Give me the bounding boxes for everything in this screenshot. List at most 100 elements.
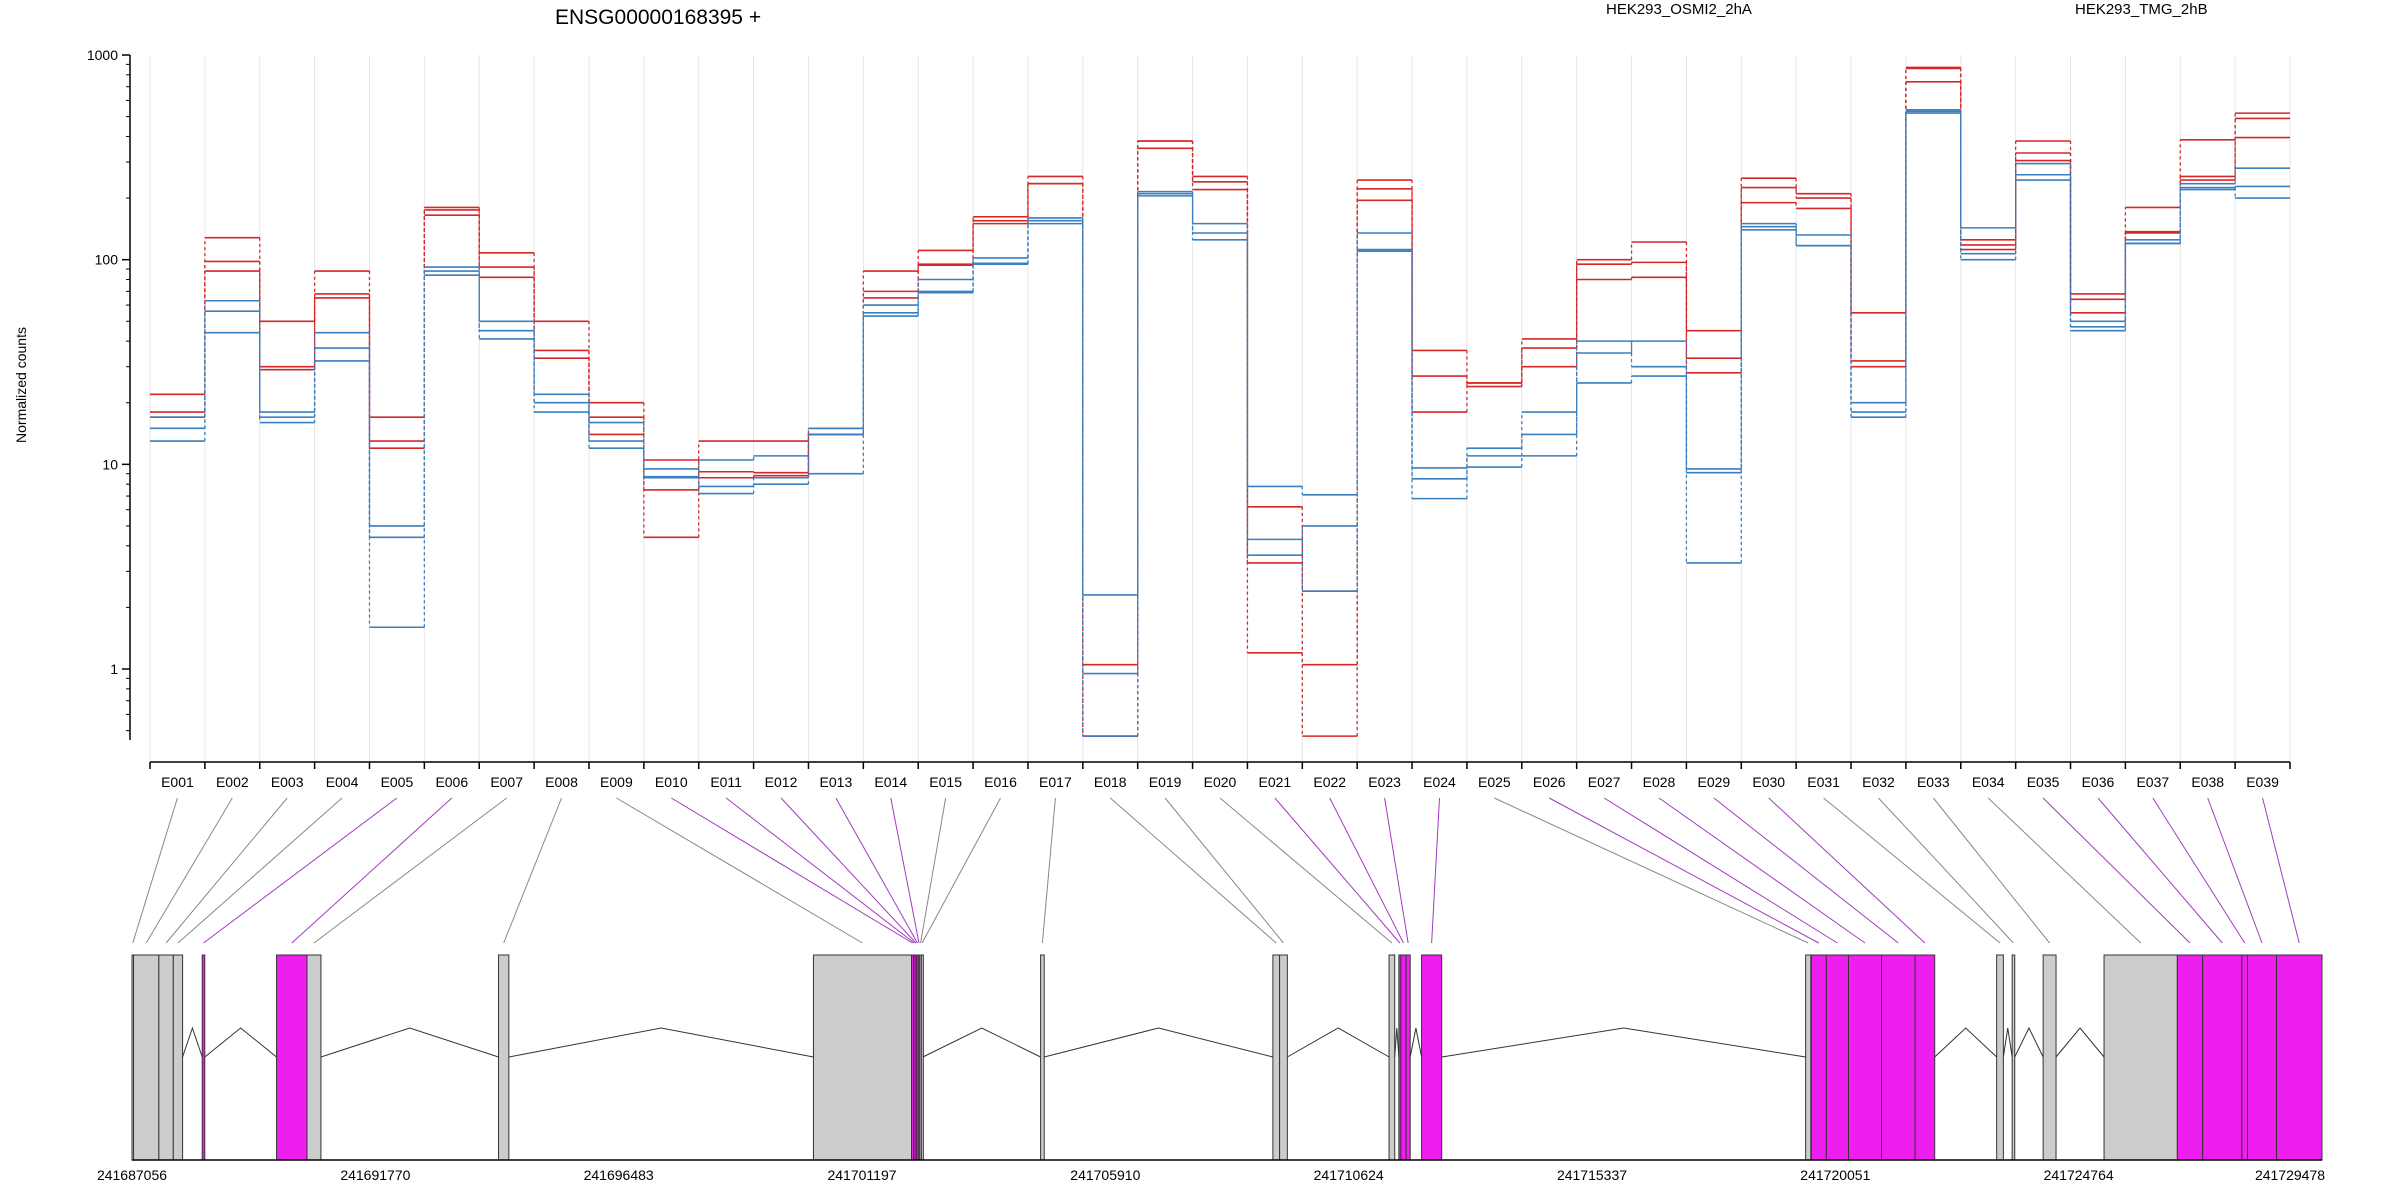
intron-connector [1394, 1027, 1400, 1058]
exon-connector-line [1494, 797, 1809, 944]
x-tick-label: E023 [1368, 774, 1401, 790]
x-tick-label: E009 [600, 774, 633, 790]
exon-connector-line [2262, 797, 2300, 944]
genomic-coordinate-label: 241691770 [340, 1167, 410, 1183]
exon-block-E018 [1272, 954, 1281, 1161]
genomic-coordinate-label: 241705910 [1070, 1167, 1140, 1183]
exon-block-E035 [2176, 954, 2204, 1161]
x-tick-label: E039 [2246, 774, 2279, 790]
exon-connector-line [503, 797, 563, 944]
exon-connector-line [671, 797, 913, 944]
x-tick-label: E038 [2191, 774, 2224, 790]
intron-connector [1441, 1027, 1806, 1058]
x-tick-label: E008 [545, 774, 578, 790]
exon-connector-line [1384, 797, 1409, 944]
series-HEK293_OSMI2_2hA [150, 80, 2290, 737]
exon-connector-line [1219, 797, 1393, 944]
x-tick-label: E036 [2082, 774, 2115, 790]
x-tick-label: E021 [1259, 774, 1292, 790]
exon-connector-line [313, 797, 507, 944]
series-lines [150, 66, 2290, 737]
x-tick-label: E012 [765, 774, 798, 790]
exon-block-E024 [1421, 954, 1443, 1161]
exon-block-E026 [1810, 954, 1827, 1161]
exon-connector-line [890, 797, 920, 944]
exon-connector-line [1603, 797, 1838, 944]
exon-connector-line [1164, 797, 1284, 944]
x-tick-label: E018 [1094, 774, 1127, 790]
x-tick-label: E027 [1588, 774, 1621, 790]
genomic-coordinate-label: 241729478 [2255, 1167, 2325, 1183]
exon-connector-line [1548, 797, 1820, 944]
genomic-coordinate-label: 241715337 [1557, 1167, 1627, 1183]
genomic-coordinate-label: 241720051 [1800, 1167, 1870, 1183]
exon-connector-line [1823, 797, 2001, 944]
exon-block-E016 [920, 954, 924, 1161]
exon-connector-line [2042, 797, 2191, 944]
x-tick-label: E019 [1149, 774, 1182, 790]
y-tick-label: 10 [102, 456, 118, 472]
exon-block-E036 [2202, 954, 2243, 1161]
x-tick-label: E037 [2136, 774, 2169, 790]
exon-connector-line [1109, 797, 1277, 944]
x-tick-label: E029 [1697, 774, 1730, 790]
exon-block-E002 [133, 954, 160, 1161]
intron-connector [204, 1027, 277, 1058]
intron-connector [1934, 1027, 1998, 1058]
x-tick-label: E003 [271, 774, 304, 790]
exon-block-E028 [1848, 954, 1883, 1161]
x-tick-label: E020 [1204, 774, 1237, 790]
exon-connector-line [1274, 797, 1401, 944]
exon-connector-lines [132, 797, 2300, 944]
exon-block-E037 [2241, 954, 2249, 1161]
intron-connector [508, 1027, 814, 1058]
exon-block-E005 [201, 954, 206, 1161]
y-axis-label: Normalized counts [13, 327, 29, 443]
exon-connector-line [780, 797, 917, 944]
x-tick-label: E007 [490, 774, 523, 790]
exon-connector-line [725, 797, 915, 944]
exon-connector-line [2152, 797, 2246, 944]
exon-block-E038 [2247, 954, 2277, 1161]
intron-connector [1044, 1027, 1274, 1058]
exon-block-E020 [1388, 954, 1396, 1161]
exon-block-E027 [1825, 954, 1850, 1161]
exon-block-E004 [172, 954, 184, 1161]
exon-block-E019 [1279, 954, 1288, 1161]
exon-connector-line [1329, 797, 1404, 944]
exon-block-E034 [2103, 954, 2178, 1161]
x-tick-label: E001 [161, 774, 194, 790]
exon-connector-line [203, 797, 398, 944]
x-tick-label: E006 [435, 774, 468, 790]
intron-connector [182, 1026, 203, 1058]
x-tick-label: E015 [929, 774, 962, 790]
exon-block-E032 [2011, 954, 2016, 1161]
exon-connector-line [1431, 797, 1440, 944]
x-tick-label: E005 [381, 774, 414, 790]
exon-connector-line [1713, 797, 1899, 944]
intron-connector [320, 1027, 499, 1058]
genomic-coordinate-label: 241687056 [97, 1167, 167, 1183]
exon-connector-line [2097, 797, 2223, 944]
exon-block-E029 [1881, 954, 1916, 1161]
y-tick-label: 1 [110, 661, 118, 677]
axes: 1000 100 10 1 E001 E002 E003 E004 E005 E006 E007 E0… [87, 47, 2291, 790]
x-tick-label: E032 [1862, 774, 1895, 790]
x-tick-label: E002 [216, 774, 249, 790]
x-tick-label: E031 [1807, 774, 1840, 790]
x-tick-label: E030 [1752, 774, 1785, 790]
exon-connector-line [1768, 797, 1926, 944]
x-tick-label: E033 [1917, 774, 1950, 790]
exon-block-E023 [1405, 954, 1411, 1161]
genomic-coordinate-label: 241724764 [2044, 1167, 2114, 1183]
exon-block-E009 [812, 954, 913, 1161]
x-tick-label: E004 [326, 774, 359, 790]
exon-block-E033 [2042, 954, 2057, 1161]
exon-connector-line [616, 797, 863, 944]
genomic-coordinate-label: 241696483 [584, 1167, 654, 1183]
exon-block-E007 [306, 954, 322, 1161]
exon-connector-line [1987, 797, 2142, 944]
x-tick-label: E024 [1423, 774, 1456, 790]
exon-connector-line [132, 797, 178, 944]
gene-model [131, 954, 2323, 1161]
